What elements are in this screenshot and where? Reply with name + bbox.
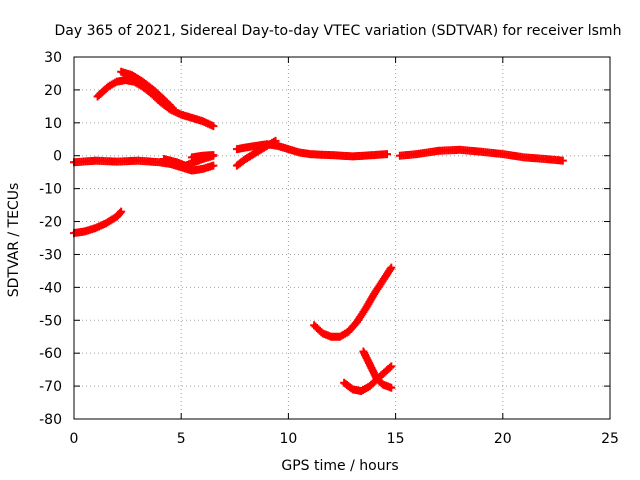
data-point — [167, 102, 176, 111]
data-point — [383, 150, 392, 159]
grid-lines — [74, 57, 610, 419]
y-tick-label: -40 — [39, 280, 62, 296]
y-tick-label: 20 — [44, 83, 62, 99]
data-point — [271, 136, 280, 145]
y-tick-label: -20 — [39, 215, 62, 231]
data-point — [209, 151, 218, 160]
data-point — [116, 208, 125, 217]
series-arc-3 — [70, 207, 126, 238]
y-tick-label: -70 — [39, 379, 62, 395]
x-tick-label: 0 — [70, 431, 79, 447]
x-tick-label: 5 — [177, 431, 186, 447]
data-point — [387, 263, 396, 272]
y-tick-label: -50 — [39, 313, 62, 329]
y-axis-label: SDTVAR / TECUs — [6, 183, 22, 298]
data-point — [209, 122, 218, 131]
series-arc-10 — [310, 263, 396, 341]
data-marks — [70, 67, 567, 396]
series-arc-2 — [117, 67, 177, 113]
data-point — [168, 104, 177, 113]
y-tick-label: 30 — [44, 50, 62, 66]
series-arc-9 — [395, 145, 567, 165]
data-point — [385, 363, 394, 372]
data-point — [387, 383, 396, 392]
y-tick-label: 10 — [44, 116, 62, 132]
data-point — [117, 207, 126, 216]
axis-ticks: 0 5 10 15 20 25 -80 -70 -60 -50 -40 -30 -20 -10 0 10 20 3… — [39, 50, 619, 447]
y-tick-label: -30 — [39, 247, 62, 263]
y-tick-label: -60 — [39, 346, 62, 362]
y-tick-label: 0 — [53, 149, 62, 165]
series-arc-7 — [232, 140, 392, 161]
series-arc-8 — [232, 136, 280, 170]
x-tick-label: 25 — [601, 431, 619, 447]
x-tick-label: 10 — [279, 431, 297, 447]
y-tick-label: -80 — [39, 412, 62, 428]
x-tick-label: 20 — [494, 431, 512, 447]
series-arc-1 — [93, 76, 218, 131]
data-point — [209, 161, 218, 170]
x-axis-label: GPS time / hours — [281, 458, 398, 474]
data-point — [558, 156, 567, 165]
x-tick-label: 15 — [387, 431, 405, 447]
series-arc-6 — [187, 151, 218, 162]
data-point — [387, 362, 396, 371]
chart-title: Day 365 of 2021, Sidereal Day-to-day VTE… — [55, 23, 622, 39]
y-tick-label: -10 — [39, 182, 62, 198]
plot-frame — [73, 56, 611, 420]
series-arc-12 — [359, 347, 396, 392]
data-point — [386, 265, 395, 274]
